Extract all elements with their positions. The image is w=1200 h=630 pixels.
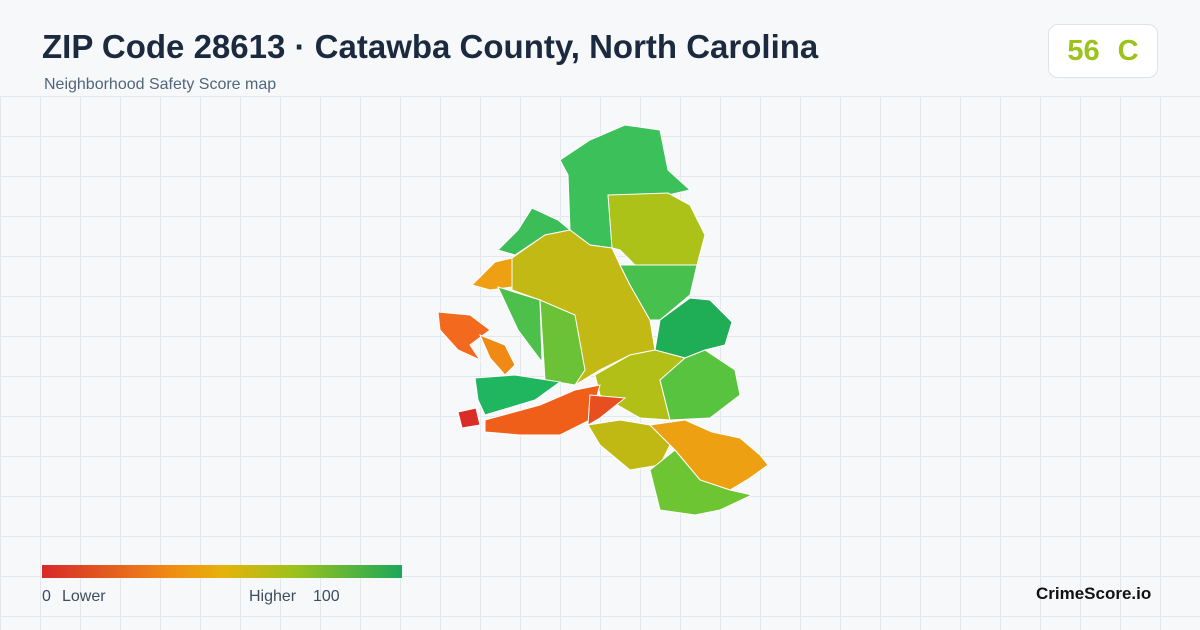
legend-max-label: Higher: [249, 588, 297, 605]
region: [587, 419, 671, 471]
region: [437, 311, 491, 362]
region: [539, 299, 586, 386]
region: [497, 286, 543, 364]
region: [479, 334, 516, 376]
region: [471, 257, 513, 291]
title: ZIP Code 28613 · Catawba County, North C…: [42, 28, 819, 65]
score: 56: [1067, 34, 1100, 67]
region: [457, 407, 481, 429]
legend-min: 0: [42, 588, 51, 605]
brand: CrimeScore.io: [1036, 584, 1152, 603]
region: [607, 192, 706, 271]
region: [619, 264, 698, 321]
region: [587, 394, 627, 426]
subtitle: Neighborhood Safety Score map: [44, 76, 277, 93]
legend-gradient: [42, 565, 402, 578]
region: [497, 207, 572, 256]
region: [474, 374, 562, 416]
legend-max: 100: [313, 588, 340, 605]
grade: C: [1117, 34, 1139, 67]
score-badge: 56 C: [1048, 24, 1158, 78]
legend-min-label: Lower: [62, 588, 106, 605]
region: [659, 349, 741, 421]
region: [649, 449, 754, 516]
